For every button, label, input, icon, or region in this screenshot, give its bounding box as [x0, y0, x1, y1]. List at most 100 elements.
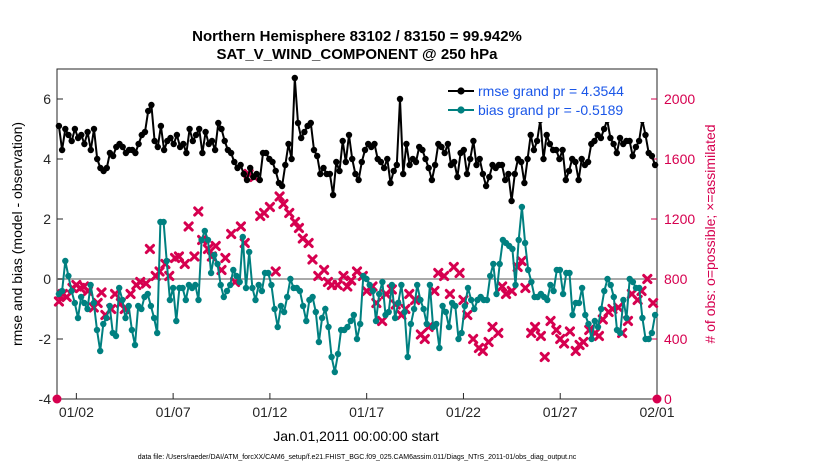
y-tick-label: 6 — [43, 91, 51, 107]
rmse-point — [648, 152, 656, 160]
bias-point — [97, 347, 104, 355]
x-tick-label: 01/02 — [59, 404, 94, 420]
bias-point — [357, 320, 364, 328]
bias-point — [623, 314, 630, 322]
bias-point — [420, 305, 427, 313]
rmse-point — [211, 146, 219, 154]
assimilated-point — [226, 228, 237, 240]
rmse-point — [626, 137, 633, 145]
bias-point — [366, 281, 373, 289]
bias-point — [521, 239, 529, 247]
bias-point — [607, 281, 614, 289]
assimilated-point — [429, 285, 440, 297]
rmse-point — [610, 140, 617, 148]
assimilated-point — [140, 278, 152, 289]
x-tick-label: 01/12 — [252, 404, 287, 420]
rmse-point — [451, 158, 458, 166]
bias-point — [385, 308, 392, 316]
rmse-point — [180, 140, 187, 148]
rmse-point — [78, 131, 85, 139]
bias-point — [433, 320, 440, 328]
rmse-point — [342, 158, 349, 166]
rmse-point — [403, 140, 410, 148]
rmse-point — [473, 161, 480, 169]
bias-point — [309, 293, 316, 301]
rmse-point — [632, 143, 640, 151]
bias-point — [122, 314, 129, 322]
bias-point — [464, 284, 472, 292]
y-tick-label: 4 — [43, 151, 51, 167]
chart-subtitle: SAT_V_WIND_COMPONENT @ 250 hPa — [216, 46, 498, 63]
bias-point — [220, 293, 227, 301]
bias-point — [65, 272, 72, 280]
assimilated-point — [564, 326, 576, 337]
rmse-point — [278, 182, 286, 190]
rmse-point — [543, 131, 550, 139]
bias-point — [150, 314, 158, 322]
rmse-point — [384, 155, 391, 163]
rmse-point — [479, 170, 487, 178]
rmse-point — [502, 176, 509, 184]
bias-point — [201, 227, 208, 235]
bias-point — [404, 353, 411, 361]
bias-point — [233, 272, 240, 280]
rmse-point — [508, 197, 515, 205]
rmse-point — [521, 179, 528, 187]
assimilated-point — [210, 240, 221, 252]
rmse-point — [467, 155, 474, 163]
bias-point — [195, 296, 202, 304]
bias-point — [436, 344, 443, 352]
assimilated-point — [61, 291, 72, 303]
bias-point — [407, 320, 415, 328]
bias-point — [166, 296, 174, 304]
bias-point — [280, 308, 288, 316]
rmse-point — [135, 140, 142, 148]
bias-point — [84, 305, 91, 313]
bias-point — [217, 281, 224, 289]
bias-point — [204, 236, 212, 244]
bias-point — [299, 302, 307, 310]
bias-point — [255, 281, 262, 289]
assimilated-point — [173, 251, 185, 262]
bias-series — [55, 203, 659, 376]
assimilated-point — [483, 336, 494, 348]
bias-point — [138, 305, 145, 313]
assimilated-point — [332, 279, 343, 291]
rmse-point — [575, 176, 582, 184]
bias-point — [93, 326, 101, 334]
rmse-point — [396, 95, 404, 103]
assimilated-point — [539, 351, 550, 363]
rmse-point — [301, 128, 308, 136]
bias-point — [318, 314, 326, 322]
rmse-point — [476, 155, 483, 163]
bias-point — [550, 287, 557, 295]
bias-point — [487, 272, 494, 280]
assimilated-point — [493, 327, 504, 339]
assimilated-point — [274, 191, 285, 202]
bias-point — [77, 293, 85, 301]
bias-point — [515, 236, 522, 244]
bias-point — [223, 287, 231, 295]
rmse-point — [441, 149, 448, 157]
bias-point — [207, 269, 215, 277]
assimilated-point — [468, 333, 479, 345]
bias-point — [442, 308, 449, 316]
bias-point — [192, 281, 199, 289]
assimilated-point — [307, 254, 318, 265]
rmse-point — [333, 158, 340, 166]
rmse-point — [103, 164, 111, 172]
bias-point — [236, 278, 243, 286]
rmse-point — [444, 140, 452, 148]
rmse-point — [218, 125, 225, 133]
rmse-point — [400, 170, 407, 178]
bias-point — [284, 293, 291, 301]
rmse-point — [393, 161, 400, 169]
bias-point — [287, 275, 294, 283]
rmse-point — [428, 176, 436, 184]
rmse-point — [584, 158, 592, 166]
bias-point — [496, 260, 503, 268]
bias-point — [116, 284, 123, 292]
rmse-point — [518, 158, 525, 166]
assimilated-point — [270, 266, 281, 277]
y-right-tick-label: 2000 — [664, 91, 695, 107]
